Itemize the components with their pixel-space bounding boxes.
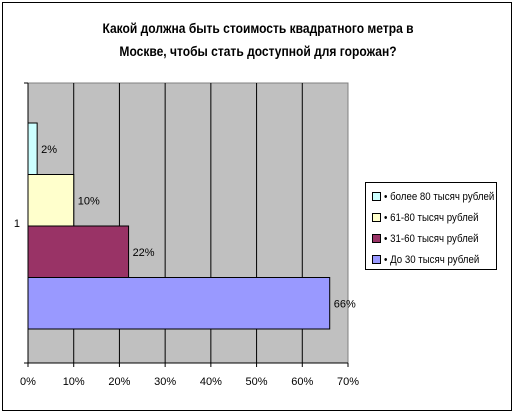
chart-title: Какой должна быть стоимость квадратного … [39, 17, 478, 63]
legend-label: • 31-60 тысяч рублей [384, 232, 479, 245]
legend-label: • До 30 тысяч рублей [384, 253, 480, 266]
legend-item: • более 80 тысяч рублей [372, 186, 496, 207]
legend-label: • более 80 тысяч рублей [384, 190, 495, 203]
x-tick-label: 70% [337, 376, 359, 388]
chart-title-line-2: Москве, чтобы стать доступной для горожа… [119, 43, 397, 59]
legend-item: • 31-60 тысяч рублей [372, 228, 496, 249]
legend-swatch [372, 234, 381, 243]
legend-item: • 61-80 тысяч рублей [372, 207, 496, 228]
x-tick-label: 0% [20, 376, 36, 388]
chart-title-line-1: Какой должна быть стоимость квадратного … [102, 20, 414, 36]
y-category-label: 1 [14, 218, 20, 230]
bar [27, 277, 331, 330]
x-tick-label: 20% [108, 376, 130, 388]
data-label: 66% [334, 298, 356, 310]
x-tick-label: 60% [291, 376, 313, 388]
x-tick-label: 30% [154, 376, 176, 388]
data-label: 2% [41, 144, 57, 156]
legend-swatch [372, 255, 381, 264]
bar [27, 225, 130, 278]
x-tick-label: 40% [200, 376, 222, 388]
bar [27, 122, 38, 175]
data-label: 22% [133, 247, 155, 259]
legend-swatch [372, 213, 381, 222]
x-tick-label: 10% [63, 376, 85, 388]
legend-label: • 61-80 тысяч рублей [384, 211, 479, 224]
legend-swatch [372, 192, 381, 201]
bar [27, 174, 75, 227]
legend: • более 80 тысяч рублей • 61-80 тысяч ру… [365, 182, 497, 270]
data-label: 10% [78, 195, 100, 207]
legend-item: • До 30 тысяч рублей [372, 249, 496, 270]
x-tick-label: 50% [246, 376, 268, 388]
